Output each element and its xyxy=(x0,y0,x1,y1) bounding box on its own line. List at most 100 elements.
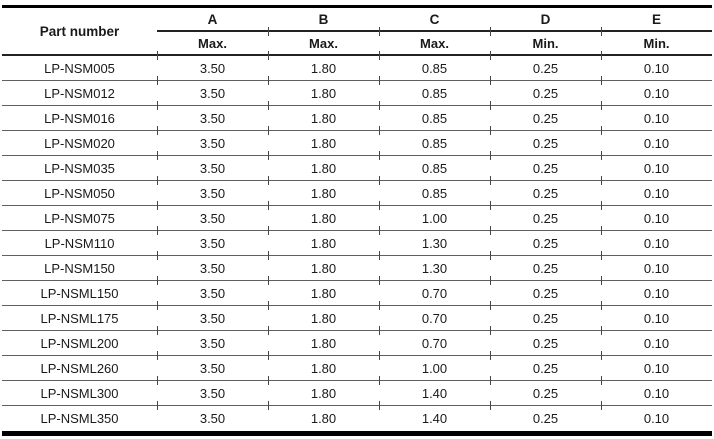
part-cell: LP-NSML150 xyxy=(2,281,157,306)
spec-table: Part number A B C D E Max. Max. Max. Min… xyxy=(2,5,712,436)
value-cell-d: 0.25 xyxy=(489,151,601,181)
value-cell-c: 0.85 xyxy=(378,151,490,181)
value-cell-a: 3.50 xyxy=(156,376,268,406)
value-cell-a: 3.50 xyxy=(156,126,268,156)
value-cell-e: 0.10 xyxy=(600,76,712,106)
value-cell-e: 0.10 xyxy=(600,176,712,206)
value-cell-a: 3.50 xyxy=(156,401,268,431)
value-cell-c: 1.30 xyxy=(378,251,490,281)
value-cell-c: 0.85 xyxy=(378,51,490,81)
value-cell-a: 3.50 xyxy=(156,301,268,331)
col-header-b: B xyxy=(268,8,379,32)
value-cell-c: 0.85 xyxy=(378,76,490,106)
part-cell: LP-NSM075 xyxy=(2,206,157,231)
value-cell-b: 1.80 xyxy=(267,51,379,81)
value-cell-b: 1.80 xyxy=(267,401,379,431)
value-cell-d: 0.25 xyxy=(489,101,601,131)
value-cell-a: 3.50 xyxy=(156,326,268,356)
value-cell-a: 3.50 xyxy=(156,101,268,131)
col-header-e: E xyxy=(601,8,712,32)
value-cell-c: 0.85 xyxy=(378,126,490,156)
value-cell-d: 0.25 xyxy=(489,51,601,81)
value-cell-c: 1.40 xyxy=(378,401,490,431)
value-cell-a: 3.50 xyxy=(156,151,268,181)
value-cell-b: 1.80 xyxy=(267,201,379,231)
value-cell-e: 0.10 xyxy=(600,151,712,181)
col-subheader-a: Max. xyxy=(157,32,268,56)
part-number-header: Part number xyxy=(2,8,157,56)
value-cell-c: 0.85 xyxy=(378,101,490,131)
value-cell-d: 0.25 xyxy=(489,76,601,106)
col-subheader-b: Max. xyxy=(267,27,379,56)
value-cell-c: 0.70 xyxy=(378,301,490,331)
value-cell-d: 0.25 xyxy=(489,226,601,256)
value-cell-c: 0.70 xyxy=(378,326,490,356)
value-cell-e: 0.10 xyxy=(600,251,712,281)
value-cell-d: 0.25 xyxy=(489,176,601,206)
value-cell-d: 0.25 xyxy=(489,126,601,156)
value-cell-a: 3.50 xyxy=(156,276,268,306)
value-cell-e: 0.10 xyxy=(600,276,712,306)
value-cell-d: 0.25 xyxy=(489,376,601,406)
value-cell-e: 0.10 xyxy=(600,326,712,356)
part-cell: LP-NSML350 xyxy=(40,411,119,426)
value-cell-c: 1.00 xyxy=(378,351,490,381)
col-subheader-d: Min. xyxy=(489,27,601,56)
part-cell: LP-NSML300 xyxy=(2,381,157,406)
value-cell-b: 1.80 xyxy=(267,376,379,406)
value-cell-c: 1.00 xyxy=(378,201,490,231)
value-cell-a: 3.50 xyxy=(156,251,268,281)
part-cell: LP-NSML260 xyxy=(2,356,157,381)
value-cell-a: 3.50 xyxy=(156,176,268,206)
value-cell-e: 0.10 xyxy=(600,51,712,81)
part-cell: LP-NSM016 xyxy=(2,106,157,131)
part-cell: LP-NSM035 xyxy=(2,156,157,181)
value-cell-c: 1.40 xyxy=(378,376,490,406)
col-subheader-e: Min. xyxy=(600,27,712,56)
value-cell-a: 3.50 xyxy=(156,76,268,106)
value-cell-b: 1.80 xyxy=(267,101,379,131)
value-cell-b: 1.80 xyxy=(267,351,379,381)
value-cell-b: 1.80 xyxy=(267,226,379,256)
value-cell-e: 0.10 xyxy=(600,201,712,231)
part-cell: LP-NSM150 xyxy=(2,256,157,281)
part-cell: LP-NSML200 xyxy=(2,331,157,356)
part-cell: LP-NSM110 xyxy=(2,231,157,256)
value-cell-b: 1.80 xyxy=(267,151,379,181)
part-cell: LP-NSM005 xyxy=(2,56,157,81)
value-cell-a: 3.50 xyxy=(156,226,268,256)
value-cell-d: 0.25 xyxy=(489,326,601,356)
value-cell-d: 0.25 xyxy=(489,401,601,431)
value-cell-c: 0.85 xyxy=(378,176,490,206)
part-cell: LP-NSM020 xyxy=(2,131,157,156)
value-cell-c: 1.30 xyxy=(378,226,490,256)
value-cell-e: 0.10 xyxy=(600,401,712,431)
value-cell-a: 3.50 xyxy=(156,351,268,381)
value-cell-b: 1.80 xyxy=(267,176,379,206)
value-cell-d: 0.25 xyxy=(489,351,601,381)
col-header-a: A xyxy=(157,8,268,32)
value-cell-d: 0.25 xyxy=(489,251,601,281)
part-cell: LP-NSML175 xyxy=(2,306,157,331)
value-cell-b: 1.80 xyxy=(267,276,379,306)
value-cell-b: 1.80 xyxy=(267,76,379,106)
part-cell: LP-NSM012 xyxy=(2,81,157,106)
value-cell-b: 1.80 xyxy=(267,126,379,156)
value-cell-d: 0.25 xyxy=(489,301,601,331)
value-cell-d: 0.25 xyxy=(489,276,601,306)
value-cell-e: 0.10 xyxy=(600,126,712,156)
value-cell-a: 3.50 xyxy=(156,201,268,231)
value-cell-e: 0.10 xyxy=(600,376,712,406)
value-cell-c: 0.70 xyxy=(378,276,490,306)
value-cell-d: 0.25 xyxy=(489,201,601,231)
value-cell-e: 0.10 xyxy=(600,301,712,331)
col-header-c: C xyxy=(379,8,490,32)
value-cell-b: 1.80 xyxy=(267,251,379,281)
value-cell-a: 3.50 xyxy=(156,51,268,81)
col-header-d: D xyxy=(490,8,601,32)
part-cell: LP-NSM050 xyxy=(2,181,157,206)
col-subheader-c: Max. xyxy=(378,27,490,56)
value-cell-e: 0.10 xyxy=(600,226,712,256)
value-cell-b: 1.80 xyxy=(267,301,379,331)
